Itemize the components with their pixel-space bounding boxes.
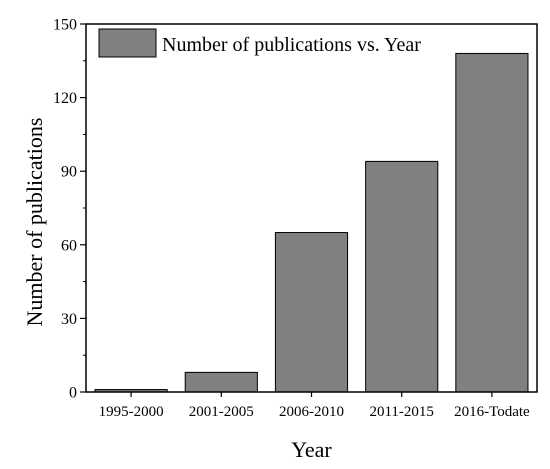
legend-label: Number of publications vs. Year xyxy=(162,34,421,56)
bar-4 xyxy=(455,52,529,393)
x-tick-label-3: 2011-2015 xyxy=(369,404,433,420)
bar-1 xyxy=(184,371,258,393)
y-tick-label-4: 120 xyxy=(53,90,77,107)
y-tick-label-0: 0 xyxy=(69,385,77,402)
bar-3 xyxy=(365,160,439,393)
x-tick-label-0: 1995-2000 xyxy=(99,404,164,420)
y-axis-label: Number of publications xyxy=(22,118,47,327)
x-tick-label-1: 2001-2005 xyxy=(189,404,254,420)
y-axis: 0 30 60 90 120 150 xyxy=(53,17,86,402)
legend-swatch xyxy=(98,28,157,58)
y-tick-label-1: 30 xyxy=(61,311,77,328)
x-axis-label: Year xyxy=(291,437,332,462)
bar-2 xyxy=(274,232,349,393)
y-tick-label-2: 60 xyxy=(61,237,77,254)
bars-group xyxy=(94,52,529,393)
x-axis: 1995-2000 2001-2005 2006-2010 2011-2015 2016… xyxy=(99,392,530,420)
y-tick-label-3: 90 xyxy=(61,164,77,181)
x-tick-label-2: 2006-2010 xyxy=(279,404,344,420)
x-tick-label-4: 2016-Todate xyxy=(454,404,530,420)
legend: Number of publications vs. Year xyxy=(98,28,421,58)
y-tick-label-5: 150 xyxy=(53,17,77,34)
